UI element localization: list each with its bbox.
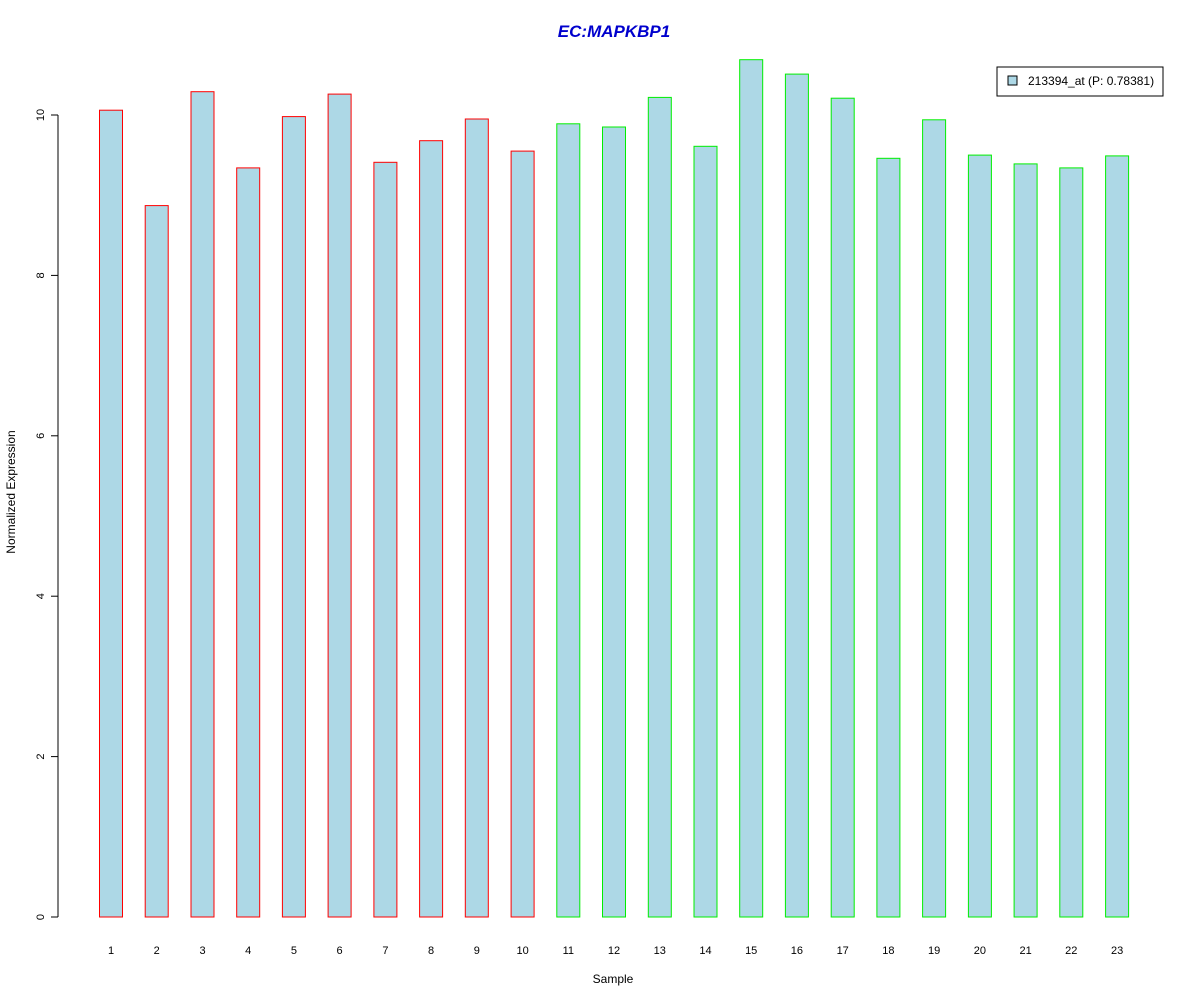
bar-sample-11 [556,123,581,918]
x-tick-label: 23 [1111,945,1123,957]
x-tick-label: 19 [928,945,940,957]
bar-sample-3 [190,91,215,918]
x-tick-label: 20 [974,945,986,957]
y-tick-label: 10 [35,109,47,121]
bar-sample-17 [830,97,855,918]
bar-sample-19 [922,119,947,918]
x-tick-label: 13 [654,945,666,957]
bar-sample-9 [464,118,489,918]
legend: 213394_at (P: 0.78381) [996,66,1164,97]
bar-sample-21 [1013,163,1038,918]
x-tick-label: 18 [882,945,894,957]
x-tick-label: 5 [291,945,297,957]
legend-swatch [1007,75,1018,86]
bar-sample-7 [373,161,398,918]
x-tick-label: 16 [791,945,803,957]
bar-sample-18 [876,157,901,918]
x-tick-label: 17 [837,945,849,957]
y-axis: 0 2 4 6 8 10 [35,109,59,920]
x-tick-label: 15 [745,945,757,957]
bar-sample-6 [327,93,352,918]
bar-sample-1 [99,109,123,918]
y-tick-label: 0 [35,914,47,920]
x-tick-label: 14 [699,945,711,957]
bar-sample-5 [281,116,306,918]
bar-sample-15 [739,59,764,918]
bars [99,59,1130,918]
bar-sample-10 [510,150,535,918]
x-tick-label: 22 [1065,945,1077,957]
x-tick-label: 21 [1019,945,1031,957]
bar-sample-22 [1059,167,1084,918]
bar-sample-16 [784,73,809,918]
x-tick-label: 12 [608,945,620,957]
bar-sample-12 [602,126,626,918]
legend-box [996,66,1164,97]
y-tick-label: 4 [35,593,47,599]
y-tick-label: 6 [35,433,47,439]
x-tick-label: 1 [108,945,114,957]
bar-sample-13 [647,96,672,918]
legend-entry: 213394_at (P: 0.78381) [1028,74,1154,88]
x-tick-label: 9 [474,945,480,957]
bar-sample-8 [419,140,444,918]
y-axis-label: Normalized Expression [4,430,18,553]
bar-sample-14 [693,145,718,918]
y-tick-label: 8 [35,272,47,278]
bar-sample-4 [236,167,261,918]
bar-sample-20 [967,154,992,918]
x-axis-label: Sample [593,972,634,986]
x-tick-label: 11 [563,945,574,957]
x-tick-label: 6 [337,945,343,957]
chart-title: EC:MAPKBP1 [558,22,670,41]
x-tick-label: 7 [382,945,388,957]
x-tick-label: 2 [154,945,160,957]
x-tick-label: 10 [516,945,528,957]
x-tick-label: 3 [199,945,205,957]
bar-sample-23 [1105,155,1130,918]
bar-sample-2 [144,205,169,918]
y-tick-label: 2 [35,754,47,760]
x-tick-labels: 1 2 3 4 5 6 7 8 9 10 11 12 13 14 15 16 17 18 19 20 21 22 23 [108,945,1123,957]
x-tick-label: 4 [245,945,251,957]
x-tick-label: 8 [428,945,434,957]
